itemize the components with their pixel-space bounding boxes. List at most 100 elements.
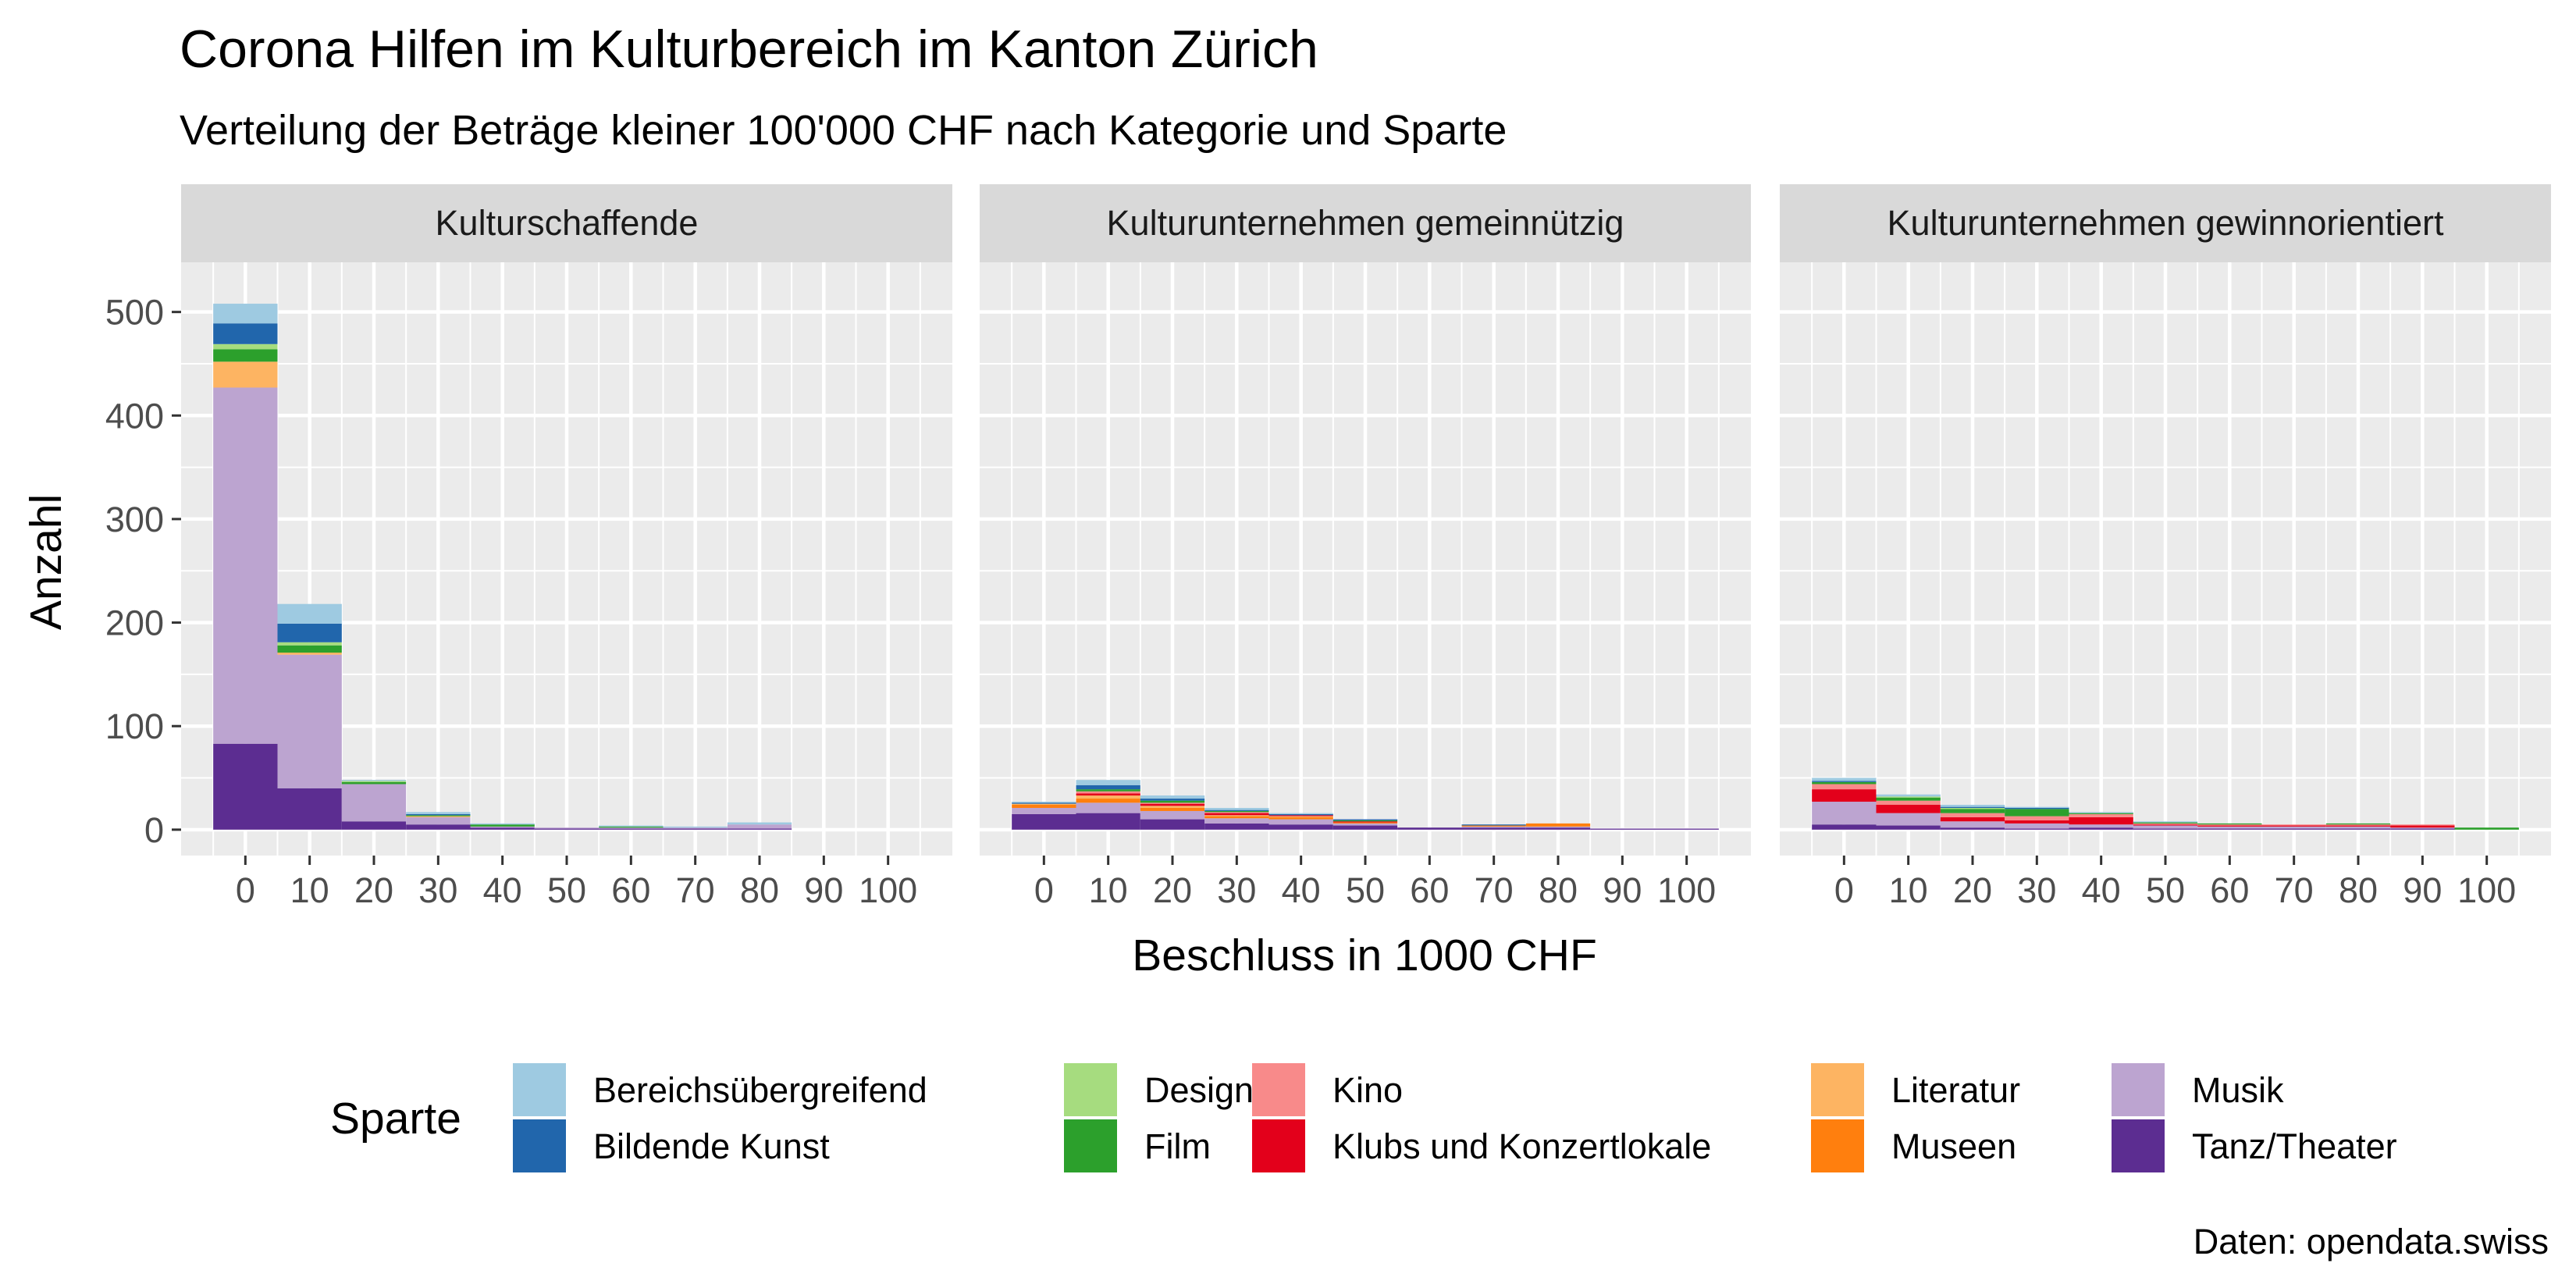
bar-segment xyxy=(406,812,471,814)
bar-segment xyxy=(727,824,792,829)
x-tick-label: 100 xyxy=(859,870,917,910)
bar-segment xyxy=(1076,793,1140,796)
bar-segment xyxy=(1268,817,1333,820)
legend-key xyxy=(1811,1063,1864,1116)
bar-segment xyxy=(1332,825,1398,830)
bar-segment xyxy=(1268,815,1333,817)
bar-segment xyxy=(1812,802,1877,825)
x-tick-label: 60 xyxy=(2210,870,2249,910)
legend-item: Kino xyxy=(1252,1063,1403,1116)
legend-label: Tanz/Theater xyxy=(2192,1126,2397,1166)
bar-segment xyxy=(470,824,535,827)
legend-key xyxy=(513,1063,566,1116)
bar-segment xyxy=(2390,825,2455,828)
bar-segment xyxy=(1140,802,1205,804)
bar-segment xyxy=(1012,802,1076,804)
bar-segment xyxy=(1876,813,1941,826)
bar-segment xyxy=(2390,828,2455,830)
bar-segment xyxy=(341,781,407,782)
bar-segment xyxy=(1876,805,1941,813)
bar-segment xyxy=(2069,812,2133,813)
x-tick-label: 30 xyxy=(2017,870,2056,910)
x-tick-label: 90 xyxy=(1603,870,1642,910)
x-tick-label: 70 xyxy=(1475,870,1514,910)
legend-key xyxy=(2112,1063,2165,1116)
bar-segment xyxy=(277,654,342,788)
bar-segment xyxy=(2005,816,2069,820)
bar-segment xyxy=(213,361,278,388)
bar-segment xyxy=(1204,818,1269,824)
bar-segment xyxy=(2069,813,2133,814)
bar-segment xyxy=(2005,806,2069,808)
bar-segment xyxy=(277,645,342,653)
bar-segment xyxy=(406,813,471,816)
bar-segment xyxy=(1076,802,1140,813)
bar-segment xyxy=(277,642,342,646)
x-tick-label: 40 xyxy=(2082,870,2121,910)
bar-segment xyxy=(213,349,278,362)
bar-segment xyxy=(1012,807,1076,814)
x-tick-label: 70 xyxy=(676,870,715,910)
bar-segment xyxy=(1076,789,1140,792)
bar-segment xyxy=(1812,789,1877,802)
bar-segment xyxy=(1525,823,1591,827)
bar-segment xyxy=(1940,806,2005,808)
bar-segment xyxy=(599,827,664,829)
bar-segment xyxy=(2069,824,2133,828)
y-tick-label: 500 xyxy=(105,293,164,333)
chart-subtitle: Verteilung der Beträge kleiner 100'000 C… xyxy=(180,107,1507,154)
bar-segment xyxy=(1812,777,1877,781)
bar-segment xyxy=(2005,828,2069,830)
bar-segment xyxy=(2197,826,2262,829)
bar-segment xyxy=(663,828,728,830)
legend-item: Bildende Kunst xyxy=(513,1119,830,1172)
x-tick-label: 50 xyxy=(2146,870,2185,910)
bar-segment xyxy=(1940,817,2005,822)
facet-label: Kulturunternehmen gewinnorientiert xyxy=(1888,203,2444,243)
legend-key xyxy=(513,1119,566,1172)
bar-segment xyxy=(277,603,342,624)
bar-segment xyxy=(2069,817,2133,825)
legend-item: Museen xyxy=(1811,1119,2016,1172)
bar-segment xyxy=(1654,828,1719,830)
bar-segment xyxy=(1525,827,1591,830)
caption: Daten: opendata.swiss xyxy=(2194,1222,2549,1261)
bar-segment xyxy=(2069,827,2133,830)
facet-strip xyxy=(980,184,1751,262)
bar-segment xyxy=(534,828,600,830)
bar-segment xyxy=(1461,824,1526,826)
chart-title: Corona Hilfen im Kulturbereich im Kanton… xyxy=(180,20,1318,79)
bar-segment xyxy=(1876,800,1941,806)
bar-segment xyxy=(1140,807,1205,811)
legend-item: Bereichsübergreifend xyxy=(513,1063,927,1116)
legend-label: Musik xyxy=(2192,1070,2284,1110)
bar-segment xyxy=(1268,813,1333,816)
bar-segment xyxy=(2005,823,2069,829)
x-tick-label: 0 xyxy=(1034,870,1054,910)
bar-segment xyxy=(1204,809,1269,811)
bar-segment xyxy=(1268,819,1333,825)
bar-segment xyxy=(1204,807,1269,810)
bar-segment xyxy=(1397,827,1462,830)
legend-label: Film xyxy=(1144,1126,1211,1166)
bar-segment xyxy=(2133,824,2198,826)
bar-segment xyxy=(1076,780,1140,785)
bar-segment xyxy=(1140,819,1205,830)
legend-key xyxy=(1252,1063,1305,1116)
bar-segment xyxy=(2005,807,2069,809)
bar-segment xyxy=(1140,799,1205,801)
bar-segment xyxy=(727,822,792,825)
bar-segment xyxy=(2197,825,2262,827)
legend-label: Kino xyxy=(1332,1070,1403,1110)
bar-segment xyxy=(2325,824,2391,826)
legend-key xyxy=(1064,1119,1117,1172)
bar-segment xyxy=(2325,826,2391,829)
facet-panel: Kulturschaffende 0 10 20 30 40 50 60 70 80 90 100 0 1… xyxy=(105,184,952,910)
legend-title: Sparte xyxy=(330,1094,461,1144)
bar-segment xyxy=(213,743,278,830)
bar-segment xyxy=(1876,825,1941,830)
y-tick-label: 100 xyxy=(105,706,164,746)
legend-key xyxy=(2112,1119,2165,1172)
bar-segment xyxy=(1461,827,1526,830)
bar-segment xyxy=(277,788,342,830)
